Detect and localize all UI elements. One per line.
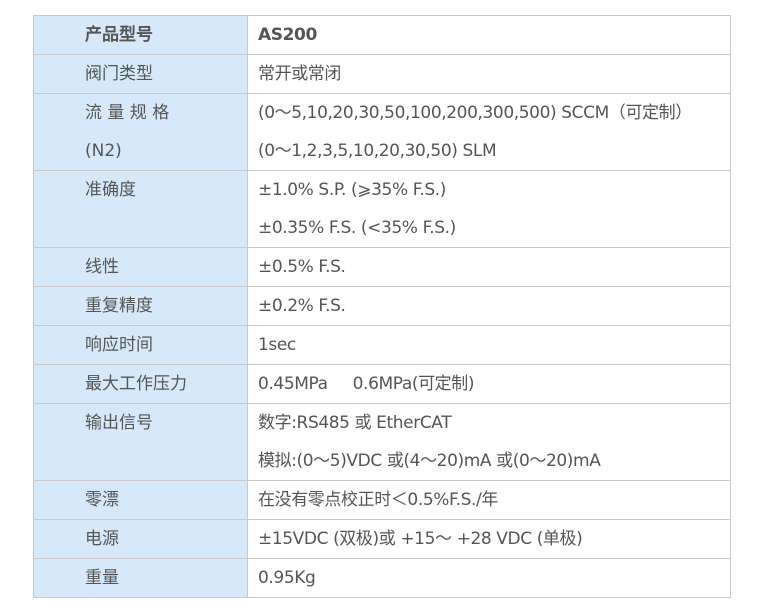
spec-row: 零漂 在没有零点校正时＜0.5%F.S./年 — [33, 480, 731, 520]
value-line: (0～5,10,20,30,50,100,200,300,500) SCCM（可… — [258, 103, 692, 123]
spec-row: 重量 0.95Kg — [33, 558, 731, 598]
label-line: 电源 — [85, 529, 119, 549]
spec-value: 1sec — [247, 325, 731, 365]
spec-label: 产品型号 — [33, 15, 248, 55]
spec-label: 电源 — [33, 519, 248, 559]
spec-value: ±0.2% F.S. — [247, 286, 731, 326]
label-line: 响应时间 — [85, 335, 153, 355]
value-line: (0～1,2,3,5,10,20,30,50) SLM — [258, 141, 497, 161]
value-line: 模拟:(0～5)VDC 或(4～20)mA 或(0～20)mA — [258, 451, 601, 471]
spec-value: 常开或常闭 — [247, 54, 731, 94]
label-line: 最大工作压力 — [85, 374, 187, 394]
spec-label: 准确度 — [33, 170, 248, 248]
spec-row: 重复精度 ±0.2% F.S. — [33, 286, 731, 326]
spec-value: AS200 — [247, 15, 731, 55]
spec-value: 0.95Kg — [247, 558, 731, 598]
spec-row: 产品型号 AS200 — [33, 15, 731, 55]
value-line: 0.95Kg — [258, 568, 316, 588]
value-line: 常开或常闭 — [258, 64, 341, 84]
label-line: 产品型号 — [85, 25, 153, 45]
value-line: 在没有零点校正时＜0.5%F.S./年 — [258, 490, 498, 510]
spec-value: ±0.5% F.S. — [247, 247, 731, 287]
spec-value: 在没有零点校正时＜0.5%F.S./年 — [247, 480, 731, 520]
spec-value: (0～5,10,20,30,50,100,200,300,500) SCCM（可… — [247, 93, 731, 171]
spec-value: ±15VDC (双极)或 +15～ +28 VDC (单极) — [247, 519, 731, 559]
spec-label: 流 量 规 格 (N2) — [33, 93, 248, 171]
spec-row: 阀门类型 常开或常闭 — [33, 54, 731, 94]
spec-value: 0.45MPa 0.6MPa(可定制) — [247, 364, 731, 404]
label-line: (N2) — [85, 141, 122, 161]
value-line: 0.45MPa 0.6MPa(可定制) — [258, 374, 475, 394]
label-line: 线性 — [85, 257, 119, 277]
spec-row: 响应时间 1sec — [33, 325, 731, 365]
label-line: 输出信号 — [85, 413, 153, 433]
value-line: 数字:RS485 或 EtherCAT — [258, 413, 452, 433]
spec-label: 响应时间 — [33, 325, 248, 365]
spec-row: 最大工作压力 0.45MPa 0.6MPa(可定制) — [33, 364, 731, 404]
value-line: 1sec — [258, 335, 296, 355]
label-line: 阀门类型 — [85, 64, 153, 84]
spec-label: 零漂 — [33, 480, 248, 520]
spec-label: 输出信号 — [33, 403, 248, 481]
label-line: 准确度 — [85, 180, 136, 200]
spec-label: 最大工作压力 — [33, 364, 248, 404]
value-line: ±1.0% S.P. (⩾35% F.S.) — [258, 180, 446, 200]
value-line: ±15VDC (双极)或 +15～ +28 VDC (单极) — [258, 529, 583, 549]
value-line: AS200 — [258, 25, 317, 45]
spec-table: 产品型号 AS200 阀门类型 常开或常闭流 量 规 格 (N2) (0～5,10,20,… — [33, 15, 731, 598]
spec-label: 阀门类型 — [33, 54, 248, 94]
spec-label: 线性 — [33, 247, 248, 287]
spec-row: 电源 ±15VDC (双极)或 +15～ +28 VDC (单极) — [33, 519, 731, 559]
spec-row: 线性 ±0.5% F.S. — [33, 247, 731, 287]
spec-value: 数字:RS485 或 EtherCAT 模拟:(0～5)VDC 或(4～20)mA… — [247, 403, 731, 481]
value-line: ±0.35% F.S. (<35% F.S.) — [258, 218, 456, 238]
spec-label: 重量 — [33, 558, 248, 598]
label-line: 流 量 规 格 — [85, 103, 170, 123]
spec-row: 输出信号 数字:RS485 或 EtherCAT 模拟:(0～5)VDC 或(4～2… — [33, 403, 731, 481]
spec-label: 重复精度 — [33, 286, 248, 326]
spec-row: 流 量 规 格 (N2) (0～5,10,20,30,50,100,200,300,… — [33, 93, 731, 171]
label-line: 重量 — [85, 568, 119, 588]
label-line — [85, 442, 247, 480]
label-line: 重复精度 — [85, 296, 153, 316]
value-line: ±0.2% F.S. — [258, 296, 346, 316]
label-line: 零漂 — [85, 490, 119, 510]
spec-value: ±1.0% S.P. (⩾35% F.S.) ±0.35% F.S. (<35% … — [247, 170, 731, 248]
spec-row: 准确度 ±1.0% S.P. (⩾35% F.S.) ±0.35% F.S. (<3… — [33, 170, 731, 248]
value-line: ±0.5% F.S. — [258, 257, 346, 277]
label-line — [85, 209, 247, 247]
